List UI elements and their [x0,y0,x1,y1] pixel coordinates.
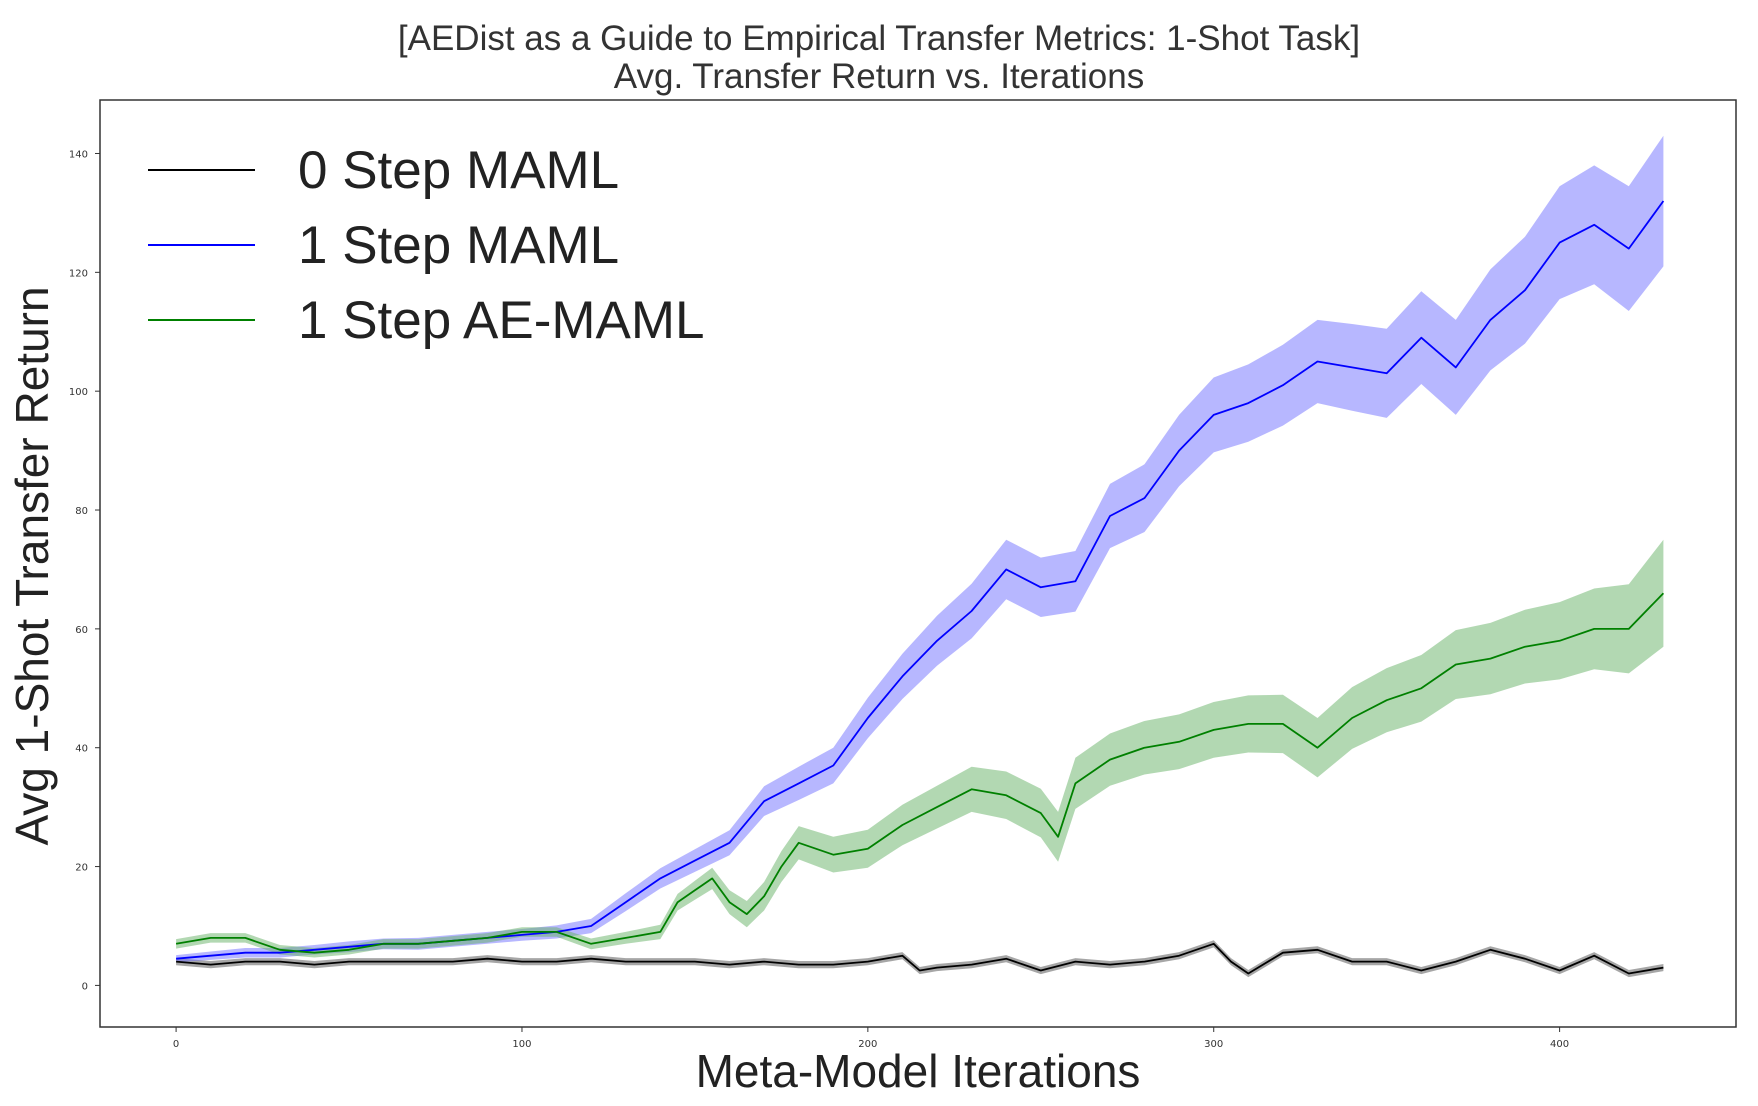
y-tick-label: 80 [75,506,88,517]
y-tick-label: 0 [82,981,88,992]
line-1-step-ae-maml [175,592,1665,954]
chart-title: [AEDist as a Guide to Empirical Transfer… [398,19,1360,58]
chart-subtitle: Avg. Transfer Return vs. Iterations [614,57,1144,96]
x-axis-ticks: 0 100 200 300 400 [173,1027,1569,1050]
y-tick-label: 120 [69,268,88,279]
band-1-step-maml [176,135,1664,963]
x-axis-label: Meta-Model Iterations [696,1045,1141,1097]
y-axis-ticks: 0 20 40 60 80 100 120 140 [69,149,100,992]
plot-area-frame [99,99,1737,1028]
legend-label-0-step-maml: 0 Step MAML [298,141,619,200]
y-tick-label: 100 [69,387,88,398]
band-1-step-ae-maml [176,539,1664,958]
line-0-step-maml [176,942,1664,975]
y-tick-label: 140 [69,149,88,160]
x-tick-label: 100 [512,1039,531,1050]
legend: 0 Step MAML 1 Step MAML 1 Step AE-MAML [148,141,705,350]
x-tick-label: 300 [1204,1039,1223,1050]
legend-label-1-step-maml: 1 Step MAML [298,216,619,275]
y-tick-label: 60 [75,625,88,636]
x-tick-label: 0 [173,1039,179,1050]
confidence-bands [176,135,1664,978]
band-0-step-maml [176,940,1664,978]
series-lines [175,200,1665,975]
y-tick-label: 20 [75,863,88,874]
y-axis-label: Avg 1-Shot Transfer Return [6,286,58,845]
y-tick-label: 40 [75,744,88,755]
legend-label-1-step-ae-maml: 1 Step AE-MAML [298,291,705,350]
x-tick-label: 400 [1550,1039,1569,1050]
x-tick-label: 200 [858,1039,877,1050]
